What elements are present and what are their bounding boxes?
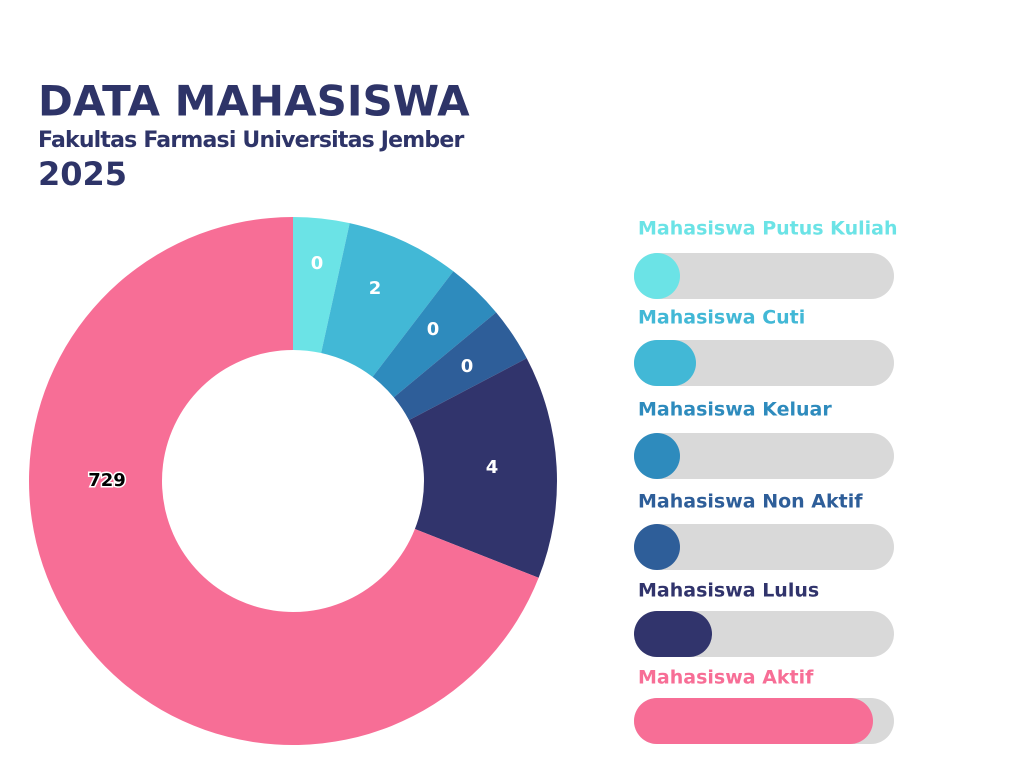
legend-label: Mahasiswa Lulus: [638, 580, 819, 602]
segment-label: 0: [427, 319, 440, 340]
legend-label: Mahasiswa Aktif: [638, 667, 814, 689]
legend-label: Mahasiswa Non Aktif: [638, 491, 863, 513]
donut-segment: [29, 217, 539, 745]
segment-label: 2: [369, 278, 382, 299]
bar-fill: [634, 698, 873, 744]
segment-label: 4: [486, 457, 499, 478]
bar-track: [634, 340, 894, 386]
segment-label: 0: [461, 356, 474, 377]
donut-segment: [321, 223, 454, 377]
title: DATA MAHASISWA: [38, 77, 470, 126]
subtitle: Fakultas Farmasi Universitas Jember: [38, 128, 464, 153]
segment-label: 729: [88, 470, 126, 491]
bar-track: [634, 524, 894, 570]
bar-fill: [634, 433, 680, 479]
bar-fill: [634, 253, 680, 299]
bar-fill: [634, 340, 696, 386]
legend-label: Mahasiswa Keluar: [638, 399, 832, 421]
year: 2025: [38, 155, 127, 193]
legend-label: Mahasiswa Cuti: [638, 307, 805, 329]
bar-track: [634, 253, 894, 299]
bar-fill: [634, 611, 712, 657]
segment-label: 0: [311, 253, 324, 274]
donut-segment: [408, 358, 557, 578]
donut-segment: [372, 271, 497, 398]
donut-segment: [293, 217, 350, 354]
bar-fill: [634, 524, 680, 570]
legend-label: Mahasiswa Putus Kuliah: [638, 218, 897, 240]
donut-segment: [393, 312, 527, 421]
bar-track: [634, 433, 894, 479]
